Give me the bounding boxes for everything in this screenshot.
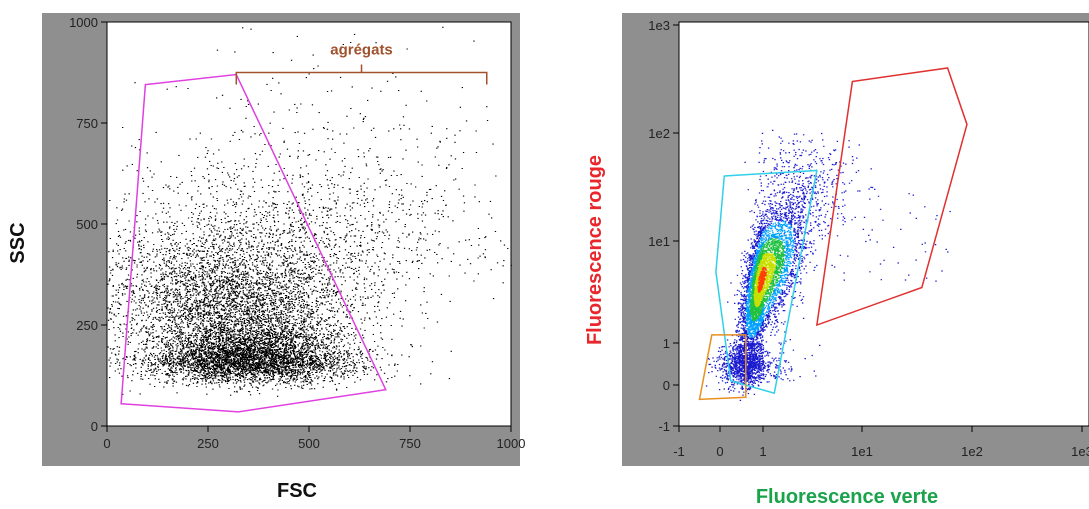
x-tick-label-left: 250	[197, 436, 219, 451]
scatter-points-fsc-ssc	[107, 26, 512, 397]
density-points-0	[705, 129, 951, 401]
x-axis-label-right: Fluorescence verte	[756, 486, 938, 508]
x-tick-label-right: 0	[716, 444, 723, 459]
gate-polygon-right-1	[715, 169, 818, 395]
aggregates-bracket	[235, 64, 488, 85]
y-tick-label-left: 0	[91, 419, 98, 434]
points-right	[705, 129, 951, 401]
x-tick-label-left: 1000	[497, 436, 526, 451]
gate-polygon-right-0	[815, 67, 968, 327]
gate-polygon-right-2	[698, 334, 747, 401]
y-tick-label-right: 1	[663, 336, 670, 351]
y-tick-label-left: 1000	[69, 15, 98, 30]
x-tick-label-right: 1e3	[1071, 444, 1089, 459]
gates-right	[698, 67, 968, 401]
gate-polygon-left	[120, 73, 387, 413]
y-axis-label-right: Fluorescence rouge	[584, 155, 606, 345]
y-tick-label-right: 0	[663, 378, 670, 393]
x-tick-label-left: 0	[103, 436, 110, 451]
density-points-4	[757, 266, 768, 293]
x-tick-label-right: 1e2	[961, 444, 983, 459]
y-tick-label-left: 500	[76, 217, 98, 232]
y-tick-label-right: 1e3	[648, 18, 670, 33]
chart-fsc-ssc: agrégats 0 250 500 750 1000 0 250 500 750 1000 FS…	[7, 13, 525, 502]
x-tick-label-left: 750	[399, 436, 421, 451]
y-tick-label-right: 1e1	[648, 234, 670, 249]
density-points-2	[749, 238, 786, 322]
annotation-agregats: agrégats	[330, 42, 393, 59]
points-left	[107, 26, 512, 397]
ticks-left: 0 250 500 750 1000 0 250 500 750 1000	[69, 15, 525, 451]
ticks-right: -1 0 1 1e1 1e2 1e3 -1 0 1 1e1 1e2 1e3	[648, 18, 1089, 459]
y-tick-label-right: -1	[658, 419, 670, 434]
y-tick-label-left: 250	[76, 318, 98, 333]
x-tick-label-right: 1e1	[851, 444, 873, 459]
x-tick-label-right: -1	[673, 444, 685, 459]
y-axis-label-left: SSC	[7, 222, 29, 263]
chart-fluorescence: -1 0 1 1e1 1e2 1e3 -1 0 1 1e1 1e2 1e3 Fluorescence …	[584, 13, 1089, 508]
x-tick-label-right: 1	[759, 444, 766, 459]
x-axis-label-left: FSC	[277, 480, 317, 502]
y-tick-label-right: 1e2	[648, 126, 670, 141]
y-tick-label-left: 750	[76, 116, 98, 131]
x-tick-label-left: 500	[298, 436, 320, 451]
